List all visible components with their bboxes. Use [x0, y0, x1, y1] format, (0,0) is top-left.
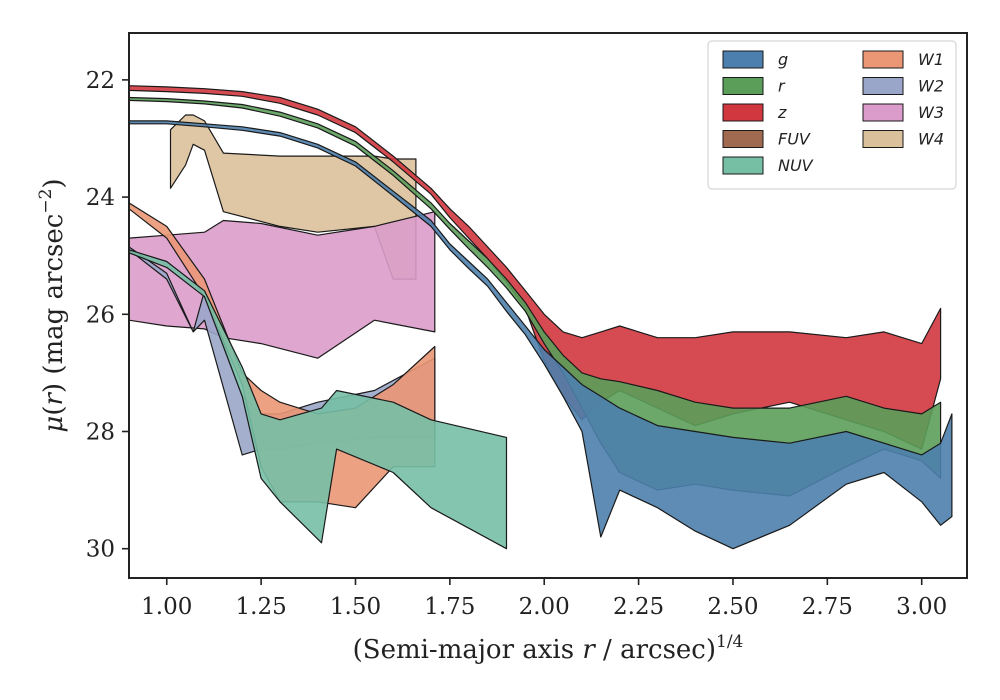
legend-label-nuv: NUV — [778, 156, 814, 175]
x-axis-label-mid: / arcsec) — [595, 635, 716, 665]
x-tick-label: 2.75 — [802, 594, 853, 620]
area-nuv — [129, 249, 508, 550]
legend-label-g: g — [778, 50, 788, 69]
area-g — [129, 120, 953, 550]
legend-swatch-z — [722, 103, 764, 122]
x-axis-label-sup: 1/4 — [716, 632, 743, 652]
legend-swatch-g — [722, 50, 764, 69]
y-axis-label-unit: (mag arcsec — [39, 214, 69, 383]
y-axis-label-close: ) — [39, 383, 69, 393]
y-axis-label-end: ) — [39, 178, 69, 188]
legend-swatch-w2 — [862, 77, 904, 95]
y-tick-label: 26 — [86, 302, 115, 328]
plot-frame — [128, 32, 968, 579]
y-axis-ticks: 22 24 26 28 30 — [86, 68, 129, 563]
y-axis-label: μ(r) (mag arcsec−2) — [36, 178, 69, 432]
legend-label-fuv: FUV — [778, 130, 811, 149]
plot-areas — [129, 85, 953, 550]
legend-swatch-fuv — [722, 130, 764, 148]
y-axis-label-mu: μ — [39, 416, 69, 433]
legend-label-w2: W2 — [918, 77, 944, 96]
y-axis-label-var: r — [39, 392, 69, 406]
x-tick-label: 2.25 — [613, 594, 664, 620]
area-z — [129, 85, 942, 450]
y-tick-label: 24 — [86, 185, 115, 211]
x-axis-label-prefix: (Semi-major axis — [353, 635, 583, 665]
x-axis-ticks: 1.00 1.25 1.50 1.75 2.00 2.25 2.50 2.75 3.00 — [141, 578, 947, 620]
legend-label-w3: W3 — [918, 103, 944, 122]
area-w3 — [129, 211, 436, 359]
legend-label-z: z — [777, 103, 787, 122]
x-tick-label: 1.00 — [141, 594, 192, 620]
x-tick-label: 1.50 — [330, 594, 381, 620]
legend-label-w4: W4 — [918, 130, 944, 149]
x-tick-label: 2.50 — [707, 594, 758, 620]
y-axis-label-open: ( — [39, 406, 69, 416]
y-tick-label: 22 — [86, 68, 115, 94]
legend-swatch-w3 — [862, 103, 904, 122]
legend-label-w1: W1 — [918, 50, 944, 69]
y-tick-label: 28 — [86, 419, 115, 445]
legend-swatch-nuv — [722, 156, 764, 175]
x-tick-label: 1.75 — [424, 594, 475, 620]
x-tick-label: 2.00 — [519, 594, 570, 620]
y-axis-label-sup: −2 — [36, 189, 56, 214]
x-axis-label: (Semi-major axis r / arcsec)1/4 — [353, 632, 744, 665]
x-axis-label-var: r — [582, 635, 596, 665]
y-tick-label: 30 — [86, 537, 115, 563]
legend-swatch-r — [722, 77, 764, 95]
x-tick-label: 1.25 — [236, 594, 287, 620]
x-tick-label: 3.00 — [896, 594, 947, 620]
legend-swatch-w1 — [862, 50, 904, 69]
legend-label-r: r — [778, 77, 786, 96]
legend: grz FUV NUV W1 W2 W3 W4 — [707, 40, 957, 190]
legend-swatch-w4 — [862, 130, 904, 148]
